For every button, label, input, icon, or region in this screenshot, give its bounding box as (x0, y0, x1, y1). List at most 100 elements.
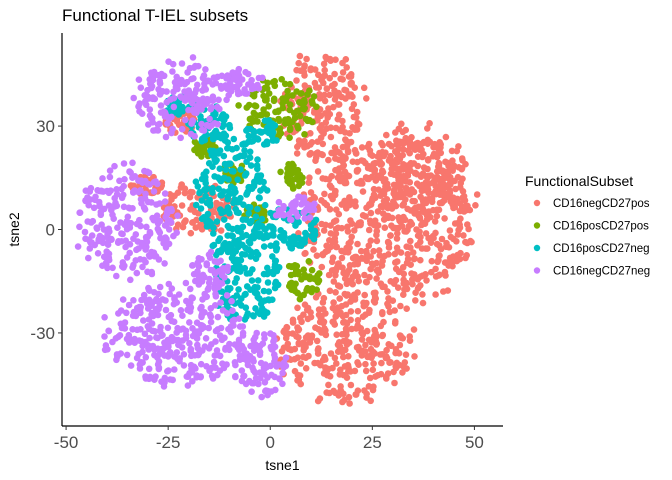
point (250, 358, 257, 365)
point (146, 112, 154, 119)
point (377, 322, 385, 330)
point (232, 373, 239, 381)
point (342, 325, 350, 333)
point (379, 332, 386, 340)
point (295, 59, 303, 67)
point (435, 162, 443, 170)
point (423, 277, 430, 284)
point (257, 111, 264, 119)
point (317, 134, 325, 141)
point (121, 262, 128, 270)
point (439, 191, 447, 198)
point (318, 263, 326, 271)
point (289, 316, 297, 324)
point (74, 243, 82, 250)
point (354, 317, 362, 324)
point (370, 360, 377, 367)
point (442, 133, 450, 141)
point (291, 287, 299, 295)
point (417, 256, 424, 264)
point (308, 97, 316, 105)
point (255, 85, 263, 92)
x-tick-label: -50 (54, 433, 79, 452)
point (391, 307, 399, 314)
point (342, 56, 350, 63)
point (399, 264, 407, 271)
point (223, 74, 231, 82)
point (293, 66, 300, 74)
point (251, 289, 259, 297)
point (338, 254, 346, 262)
point (241, 147, 248, 154)
point (247, 162, 255, 169)
point (227, 160, 234, 167)
point (388, 214, 396, 222)
point (267, 242, 275, 249)
point (305, 258, 313, 265)
point (311, 194, 319, 202)
point (287, 235, 294, 242)
point (351, 253, 359, 261)
point (323, 242, 330, 250)
point (139, 348, 146, 356)
point (432, 291, 439, 298)
point (277, 168, 284, 176)
point (424, 184, 431, 192)
point (231, 240, 239, 247)
point (240, 152, 247, 160)
point (108, 206, 115, 214)
point (209, 97, 217, 104)
point (254, 205, 261, 213)
point (326, 287, 334, 295)
point (333, 206, 340, 213)
point (251, 117, 259, 125)
point (426, 120, 433, 127)
point (446, 227, 454, 234)
point (94, 250, 102, 257)
point (280, 229, 288, 237)
point (150, 127, 157, 134)
point (243, 90, 251, 97)
point (156, 283, 164, 291)
point (348, 233, 356, 241)
point (180, 362, 188, 369)
point (232, 361, 239, 369)
point (379, 167, 386, 174)
point (301, 62, 308, 69)
point (206, 218, 214, 226)
point (236, 299, 243, 306)
point (367, 151, 374, 158)
point (85, 201, 92, 209)
point (332, 124, 340, 132)
point (220, 216, 228, 223)
point (145, 325, 153, 333)
point (198, 126, 206, 134)
point (341, 275, 349, 282)
point (202, 335, 210, 342)
point (133, 304, 141, 312)
point (270, 95, 278, 103)
point (104, 346, 111, 353)
point (297, 112, 304, 120)
point (150, 188, 158, 195)
point (319, 140, 327, 148)
point (357, 325, 365, 332)
point (409, 280, 416, 288)
point (165, 58, 172, 65)
point (181, 80, 189, 88)
point (327, 350, 335, 357)
point (422, 245, 430, 252)
point (320, 370, 328, 377)
point (367, 237, 375, 244)
point (375, 268, 382, 275)
point (373, 275, 380, 282)
point (312, 216, 320, 224)
point (166, 217, 174, 224)
point (347, 79, 355, 87)
point (345, 353, 352, 360)
point (293, 88, 300, 95)
point (409, 249, 417, 256)
point (195, 254, 203, 262)
point (365, 242, 373, 249)
point (127, 276, 134, 284)
